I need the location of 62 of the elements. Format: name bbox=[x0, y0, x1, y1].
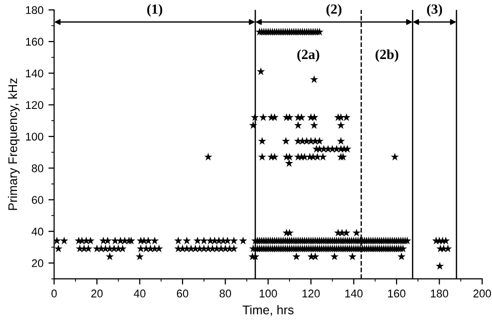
point bbox=[390, 152, 399, 160]
point bbox=[315, 28, 324, 36]
point bbox=[256, 67, 265, 76]
point bbox=[285, 159, 294, 167]
x-tick-label: 80 bbox=[220, 290, 232, 298]
x-tick-label: 200 bbox=[473, 290, 491, 298]
point bbox=[313, 152, 322, 160]
y-tick-label: 80 bbox=[32, 164, 44, 172]
point bbox=[342, 113, 351, 121]
annotation: (1) bbox=[147, 4, 162, 17]
point bbox=[250, 113, 259, 121]
point bbox=[258, 136, 266, 145]
y-tick-label: 120 bbox=[26, 101, 44, 109]
point bbox=[259, 113, 268, 121]
point bbox=[310, 121, 318, 129]
annotation: (2b) bbox=[376, 49, 398, 62]
point bbox=[336, 121, 345, 129]
y-tick-label: 20 bbox=[32, 259, 44, 268]
x-tick-label: 40 bbox=[134, 290, 146, 298]
annotation: (2a) bbox=[297, 49, 320, 62]
x-tick-label: 100 bbox=[260, 290, 277, 298]
y-tick-label: 160 bbox=[26, 38, 44, 46]
x-tick-label: 0 bbox=[51, 290, 57, 298]
point bbox=[204, 152, 212, 160]
point bbox=[285, 113, 294, 121]
point bbox=[336, 136, 345, 145]
point bbox=[282, 136, 290, 145]
x-tick-label: 160 bbox=[388, 290, 406, 298]
point bbox=[318, 152, 327, 160]
x-axis-title: Time, hrs bbox=[242, 305, 294, 316]
y-tick-label: 140 bbox=[26, 69, 44, 78]
point bbox=[352, 228, 361, 236]
point bbox=[342, 228, 350, 236]
x-tick-label: 120 bbox=[302, 290, 320, 298]
point bbox=[294, 121, 302, 129]
x-tick-label: 60 bbox=[176, 290, 188, 298]
point bbox=[310, 75, 318, 83]
annotation: (3) bbox=[427, 4, 442, 17]
point bbox=[258, 152, 266, 160]
point bbox=[315, 136, 324, 145]
point bbox=[249, 121, 258, 129]
x-tick-label: 140 bbox=[345, 290, 363, 298]
y-tick-label: 180 bbox=[26, 6, 44, 14]
point bbox=[436, 262, 444, 270]
y-tick-label: 40 bbox=[32, 228, 44, 236]
x-tick-label: 180 bbox=[430, 290, 448, 298]
point bbox=[285, 228, 294, 236]
y-tick-label: 60 bbox=[32, 196, 44, 204]
point bbox=[397, 252, 406, 260]
y-tick-label: 100 bbox=[26, 132, 44, 141]
point bbox=[311, 252, 320, 260]
point bbox=[285, 152, 294, 160]
point bbox=[330, 252, 339, 260]
point bbox=[292, 252, 300, 260]
point bbox=[136, 252, 144, 260]
point bbox=[106, 252, 114, 260]
point bbox=[338, 152, 348, 160]
point bbox=[336, 113, 345, 121]
annotation: (2) bbox=[326, 4, 342, 17]
y-axis-title: Primary Frequency, kHz bbox=[8, 78, 20, 210]
point bbox=[348, 252, 357, 260]
x-tick-label: 20 bbox=[91, 290, 103, 298]
